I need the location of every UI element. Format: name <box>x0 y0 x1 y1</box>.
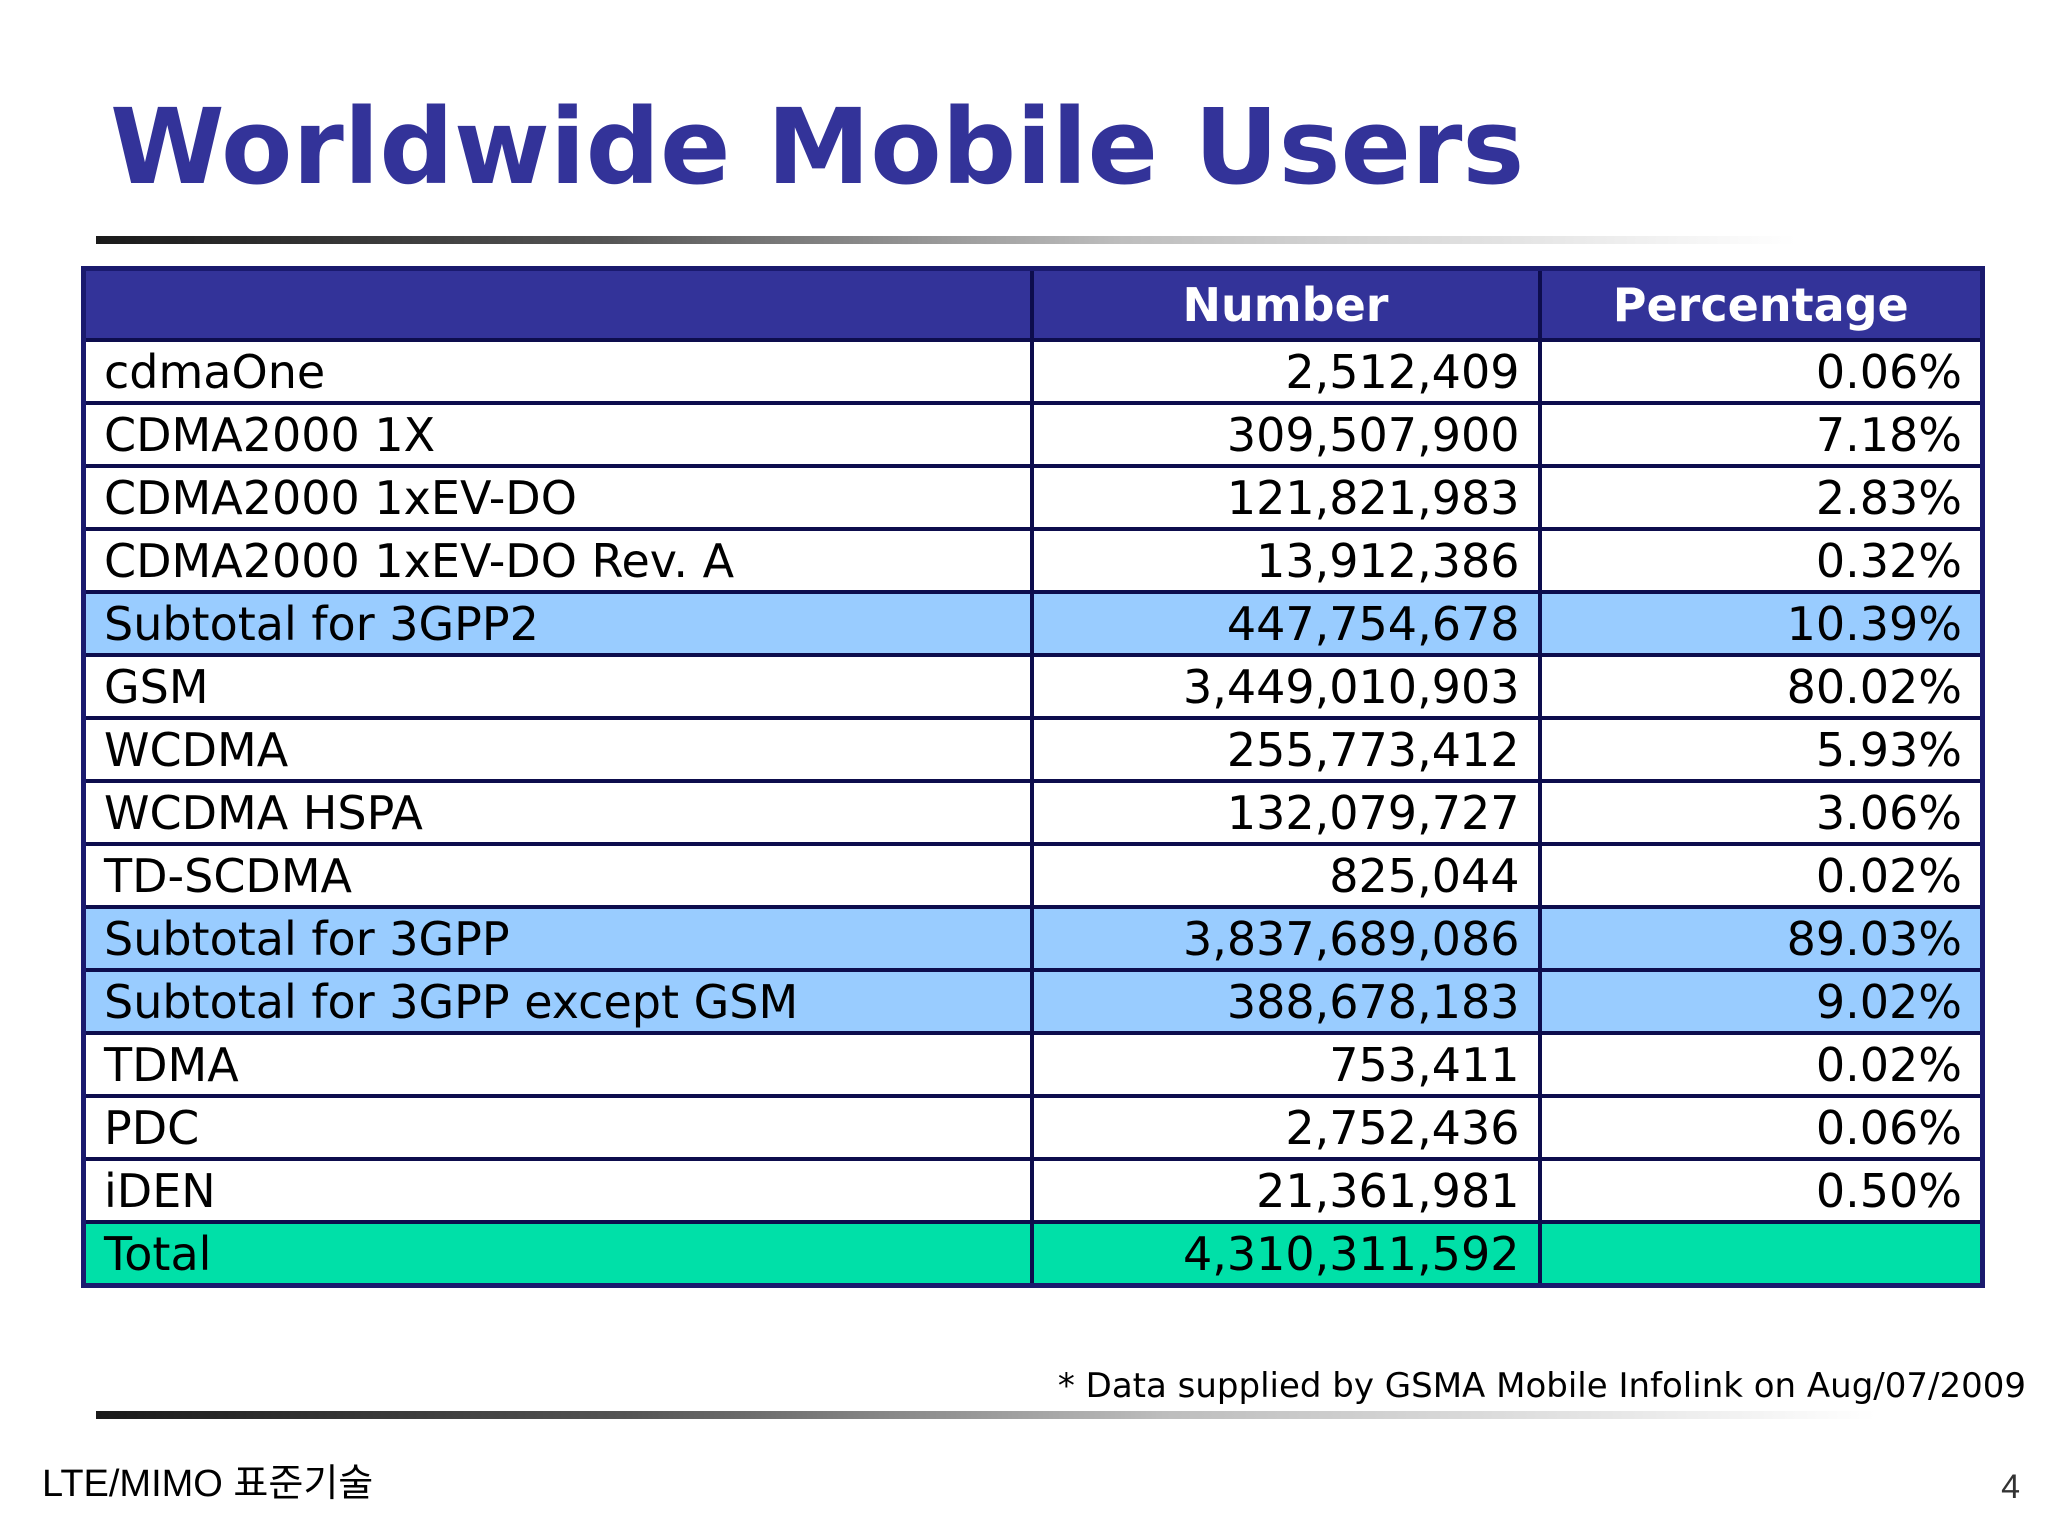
table-row: PDC 2,752,436 0.06% <box>81 1094 1985 1161</box>
table-row: WCDMA 255,773,412 5.93% <box>81 716 1985 783</box>
row-number: 3,837,689,086 <box>1029 905 1542 972</box>
row-number: 309,507,900 <box>1029 401 1542 468</box>
row-number: 825,044 <box>1029 842 1542 909</box>
row-percentage: 0.32% <box>1537 527 1985 594</box>
row-number: 2,752,436 <box>1029 1094 1542 1161</box>
row-number: 3,449,010,903 <box>1029 653 1542 720</box>
table-row: WCDMA HSPA 132,079,727 3.06% <box>81 779 1985 846</box>
total-row: Total 4,310,311,592 <box>81 1220 1985 1288</box>
table-row: GSM 3,449,010,903 80.02% <box>81 653 1985 720</box>
row-number: 388,678,183 <box>1029 968 1542 1035</box>
header-percentage: Percentage <box>1537 266 1985 342</box>
row-number: 13,912,386 <box>1029 527 1542 594</box>
row-percentage: 3.06% <box>1537 779 1985 846</box>
table-row: CDMA2000 1xEV-DO Rev. A 13,912,386 0.32% <box>81 527 1985 594</box>
row-label: GSM <box>81 653 1034 720</box>
row-percentage: 89.03% <box>1537 905 1985 972</box>
row-label: Subtotal for 3GPP except GSM <box>81 968 1034 1035</box>
row-number: 2,512,409 <box>1029 338 1542 405</box>
row-label: Total <box>81 1220 1034 1288</box>
row-number: 121,821,983 <box>1029 464 1542 531</box>
row-label: CDMA2000 1xEV-DO Rev. A <box>81 527 1034 594</box>
mobile-users-table: Number Percentage cdmaOne 2,512,409 0.06% C… <box>81 266 1985 1288</box>
table-row: TD-SCDMA 825,044 0.02% <box>81 842 1985 909</box>
table-row: cdmaOne 2,512,409 0.06% <box>81 338 1985 405</box>
row-percentage: 0.06% <box>1537 1094 1985 1161</box>
table-header-row: Number Percentage <box>81 266 1985 342</box>
row-label: Subtotal for 3GPP <box>81 905 1034 972</box>
row-label: TDMA <box>81 1031 1034 1098</box>
row-percentage: 10.39% <box>1537 590 1985 657</box>
row-percentage: 5.93% <box>1537 716 1985 783</box>
row-label: WCDMA <box>81 716 1034 783</box>
row-percentage: 7.18% <box>1537 401 1985 468</box>
row-number: 132,079,727 <box>1029 779 1542 846</box>
row-number: 447,754,678 <box>1029 590 1542 657</box>
subtotal-row: Subtotal for 3GPP 3,837,689,086 89.03% <box>81 905 1985 972</box>
row-percentage: 9.02% <box>1537 968 1985 1035</box>
slide-title: Worldwide Mobile Users <box>110 86 1525 208</box>
footer-course-title: LTE/MIMO 표준기술 <box>42 1463 374 1505</box>
table-row: TDMA 753,411 0.02% <box>81 1031 1985 1098</box>
row-percentage <box>1537 1220 1985 1288</box>
row-percentage: 2.83% <box>1537 464 1985 531</box>
row-label: Subtotal for 3GPP2 <box>81 590 1034 657</box>
title-divider <box>96 236 1796 244</box>
table-row: CDMA2000 1X 309,507,900 7.18% <box>81 401 1985 468</box>
row-number: 21,361,981 <box>1029 1157 1542 1224</box>
page-number: 4 <box>2001 1468 2020 1506</box>
row-label: TD-SCDMA <box>81 842 1034 909</box>
row-label: cdmaOne <box>81 338 1034 405</box>
subtotal-row: Subtotal for 3GPP except GSM 388,678,183 9… <box>81 968 1985 1035</box>
row-percentage: 80.02% <box>1537 653 1985 720</box>
row-percentage: 0.02% <box>1537 1031 1985 1098</box>
data-source-footnote: * Data supplied by GSMA Mobile Infolink … <box>1057 1366 2026 1406</box>
row-number: 255,773,412 <box>1029 716 1542 783</box>
row-label: CDMA2000 1X <box>81 401 1034 468</box>
row-label: CDMA2000 1xEV-DO <box>81 464 1034 531</box>
row-percentage: 0.02% <box>1537 842 1985 909</box>
row-number: 4,310,311,592 <box>1029 1220 1542 1288</box>
row-percentage: 0.50% <box>1537 1157 1985 1224</box>
header-label <box>81 266 1034 342</box>
footer-divider <box>96 1411 1876 1419</box>
subtotal-row: Subtotal for 3GPP2 447,754,678 10.39% <box>81 590 1985 657</box>
table-row: iDEN 21,361,981 0.50% <box>81 1157 1985 1224</box>
row-label: iDEN <box>81 1157 1034 1224</box>
row-label: WCDMA HSPA <box>81 779 1034 846</box>
row-number: 753,411 <box>1029 1031 1542 1098</box>
header-number: Number <box>1029 266 1542 342</box>
table-row: CDMA2000 1xEV-DO 121,821,983 2.83% <box>81 464 1985 531</box>
row-label: PDC <box>81 1094 1034 1161</box>
row-percentage: 0.06% <box>1537 338 1985 405</box>
table-body: cdmaOne 2,512,409 0.06% CDMA2000 1X 309,507,… <box>81 338 1985 1288</box>
